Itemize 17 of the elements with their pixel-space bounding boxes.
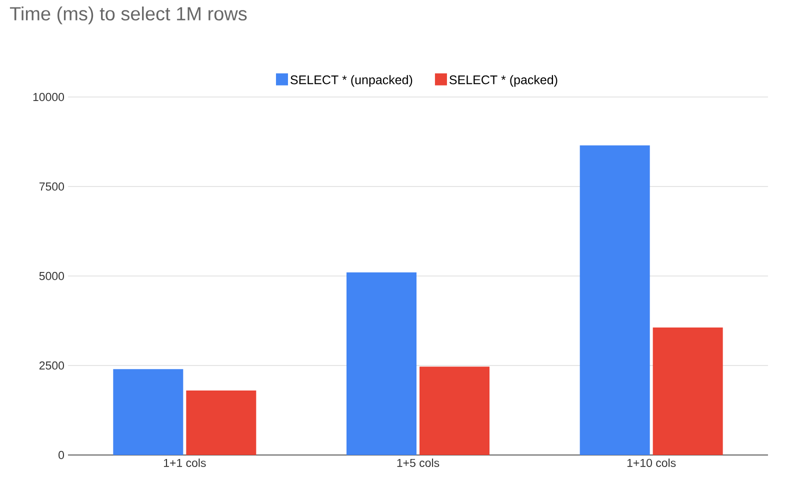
bar <box>186 390 256 455</box>
y-tick-label: 5000 <box>39 272 64 280</box>
legend-label: SELECT * (packed) <box>450 75 558 87</box>
y-tick-label: 7500 <box>39 182 64 191</box>
x-tick-label: 1+10 cols <box>627 458 676 467</box>
x-tick-label: 1+5 cols <box>397 458 440 467</box>
bar <box>652 328 723 455</box>
bar <box>346 272 417 455</box>
y-tick-label: 2500 <box>39 361 64 370</box>
y-tick-label: 10000 <box>33 92 64 102</box>
chart-title: Time (ms) to select 1M rows <box>10 6 247 24</box>
bar <box>580 145 650 455</box>
bar <box>420 366 490 455</box>
y-tick-label: 0 <box>58 450 64 460</box>
legend-label: SELECT * (unpacked) <box>290 75 412 87</box>
bar <box>113 369 184 455</box>
x-tick-label: 1+1 cols <box>164 458 206 467</box>
